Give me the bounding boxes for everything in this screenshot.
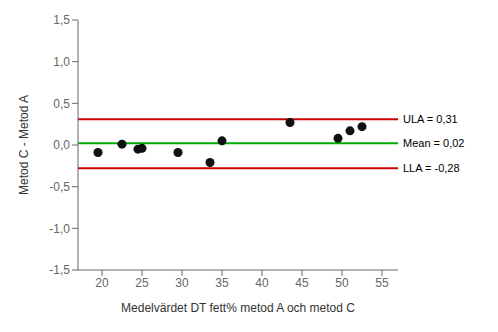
svg-text:0,0: 0,0 bbox=[53, 138, 70, 152]
svg-text:-1,0: -1,0 bbox=[49, 222, 70, 236]
svg-text:25: 25 bbox=[135, 276, 149, 290]
svg-text:-1,5: -1,5 bbox=[49, 263, 70, 277]
svg-text:ULA = 0,31: ULA = 0,31 bbox=[403, 113, 458, 125]
svg-text:40: 40 bbox=[255, 276, 269, 290]
svg-text:-0,5: -0,5 bbox=[49, 180, 70, 194]
svg-text:Medelvärdet DT fett% metod A o: Medelvärdet DT fett% metod A och metod C bbox=[121, 301, 355, 315]
svg-text:45: 45 bbox=[295, 276, 309, 290]
svg-text:Metod C - Metod A: Metod C - Metod A bbox=[17, 95, 31, 195]
svg-text:Mean = 0,02: Mean = 0,02 bbox=[403, 137, 464, 149]
svg-text:35: 35 bbox=[215, 276, 229, 290]
svg-text:1,0: 1,0 bbox=[53, 55, 70, 69]
svg-text:LLA = -0,28: LLA = -0,28 bbox=[403, 162, 460, 174]
svg-text:30: 30 bbox=[175, 276, 189, 290]
svg-text:55: 55 bbox=[375, 276, 389, 290]
svg-text:50: 50 bbox=[335, 276, 349, 290]
svg-text:20: 20 bbox=[95, 276, 109, 290]
svg-text:0,5: 0,5 bbox=[53, 97, 70, 111]
svg-text:1,5: 1,5 bbox=[53, 13, 70, 27]
